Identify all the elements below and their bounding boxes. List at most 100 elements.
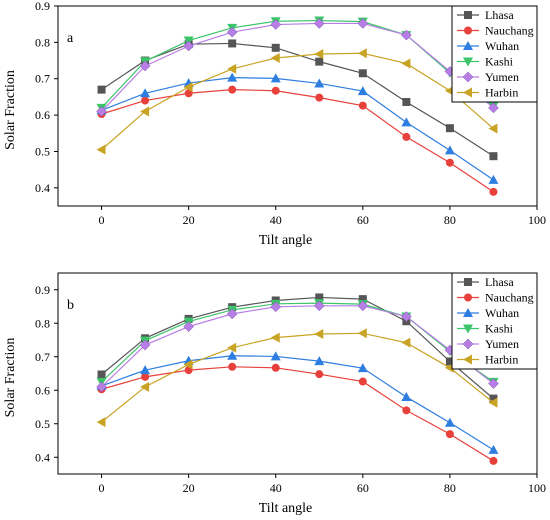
y-tick-label: 0.9 [35, 283, 50, 297]
data-point-harbin [357, 48, 367, 59]
legend-label-kashi: Kashi [485, 55, 514, 69]
x-axis-label: Tilt angle [259, 233, 313, 248]
data-point-yumen [401, 311, 412, 322]
legend-label-yumen: Yumen [485, 337, 519, 351]
data-point-lhasa [315, 57, 324, 66]
data-point-lhasa [358, 69, 367, 78]
data-point-nauchang [402, 406, 411, 415]
data-point-yumen [96, 106, 107, 117]
legend-marker-yumen [462, 71, 474, 83]
data-point-wuhan [488, 174, 499, 184]
y-tick-label: 0.6 [35, 108, 50, 122]
data-point-lhasa [97, 85, 106, 94]
x-tick-label: 100 [528, 481, 546, 495]
data-point-wuhan [444, 145, 455, 155]
data-point-yumen [139, 339, 151, 351]
legend-label-wuhan: Wuhan [485, 39, 519, 53]
data-point-lhasa [315, 293, 324, 302]
series-line-harbin [101, 52, 494, 151]
x-tick-label: 20 [183, 213, 195, 227]
data-point-yumen [488, 378, 499, 389]
series-line-lhasa [101, 296, 494, 400]
plot-frame [57, 5, 538, 207]
data-point-nauchang [489, 187, 498, 196]
chart-panel-b: 0 20 40 60 80 100 0.4 0.5 0.6 0.7 0.8 0.9 Tilt angle… [3, 272, 546, 516]
data-point-harbin [183, 82, 193, 93]
data-point-nauchang [445, 430, 454, 439]
legend-marker-nauchang [464, 293, 472, 302]
x-tick-label: 60 [357, 213, 369, 227]
data-point-wuhan [270, 351, 281, 361]
y-tick-label: 0.4 [35, 450, 50, 464]
data-point-nauchang [141, 96, 150, 105]
y-tick-label: 0.6 [35, 383, 50, 397]
legend-marker-kashi [463, 57, 473, 67]
data-point-yumen [357, 18, 369, 29]
legend-marker-lhasa [464, 11, 472, 19]
x-tick-label: 80 [444, 481, 456, 495]
data-point-wuhan [270, 73, 281, 83]
x-tick-label: 20 [183, 481, 195, 495]
data-point-nauchang [445, 158, 454, 167]
data-point-yumen [488, 102, 499, 114]
legend-label-lhasa: Lhasa [485, 275, 514, 289]
data-point-harbin [357, 328, 367, 339]
legend-marker-harbin [463, 354, 472, 365]
data-point-nauchang [402, 132, 411, 141]
legend-marker-harbin [463, 87, 472, 98]
series-line-nauchang [101, 89, 494, 193]
x-tick-label: 100 [528, 213, 546, 227]
data-point-harbin [488, 397, 498, 408]
data-point-yumen [183, 40, 194, 52]
data-point-nauchang [271, 86, 280, 95]
data-point-lhasa [402, 98, 411, 106]
data-point-wuhan [401, 117, 412, 127]
legend-label-wuhan: Wuhan [485, 306, 519, 320]
data-point-yumen [313, 18, 325, 29]
data-point-yumen [96, 381, 107, 393]
data-point-harbin [270, 53, 280, 63]
data-point-wuhan [140, 88, 151, 98]
data-point-nauchang [358, 101, 367, 110]
data-point-harbin [270, 332, 280, 343]
data-point-harbin [96, 417, 106, 428]
legend-label-lhasa: Lhasa [485, 8, 514, 22]
plot-frame [57, 272, 538, 475]
data-point-wuhan [357, 363, 368, 373]
y-axis-label: Solar Fraction [3, 70, 18, 150]
series-line-kashi [101, 302, 494, 383]
x-axis-label: Tilt angle [259, 501, 313, 515]
data-point-lhasa [228, 39, 237, 48]
data-point-yumen [401, 29, 412, 41]
data-point-nauchang [228, 362, 237, 371]
chart-panel-a: 0 20 40 60 80 100 0.4 0.5 0.6 0.7 0.8 0.9 Tilt angle… [3, 0, 546, 248]
y-tick-label: 0.9 [35, 0, 50, 13]
data-point-wuhan [488, 444, 499, 454]
data-point-harbin [314, 49, 324, 59]
panel-label: a [67, 31, 74, 46]
data-point-harbin [401, 337, 411, 348]
data-point-nauchang [228, 85, 237, 94]
data-point-nauchang [184, 89, 193, 98]
legend-label-nauchang: Nauchang [485, 291, 534, 305]
legend-marker-wuhan [463, 41, 473, 50]
legend-marker-kashi [463, 324, 473, 334]
series-line-wuhan [101, 77, 494, 181]
data-point-harbin [96, 144, 106, 155]
legend-marker-nauchang [464, 26, 472, 35]
data-point-yumen [357, 300, 369, 312]
series-line-yumen [101, 305, 494, 388]
data-point-harbin [314, 328, 324, 339]
data-point-wuhan [314, 78, 325, 88]
data-point-harbin [183, 359, 193, 370]
data-point-lhasa [358, 295, 367, 304]
legend-marker-yumen [462, 338, 474, 350]
series-line-harbin [101, 332, 494, 423]
x-tick-label: 80 [444, 213, 456, 227]
data-point-wuhan [401, 391, 412, 401]
data-point-nauchang [141, 372, 150, 381]
data-point-yumen [226, 308, 238, 320]
